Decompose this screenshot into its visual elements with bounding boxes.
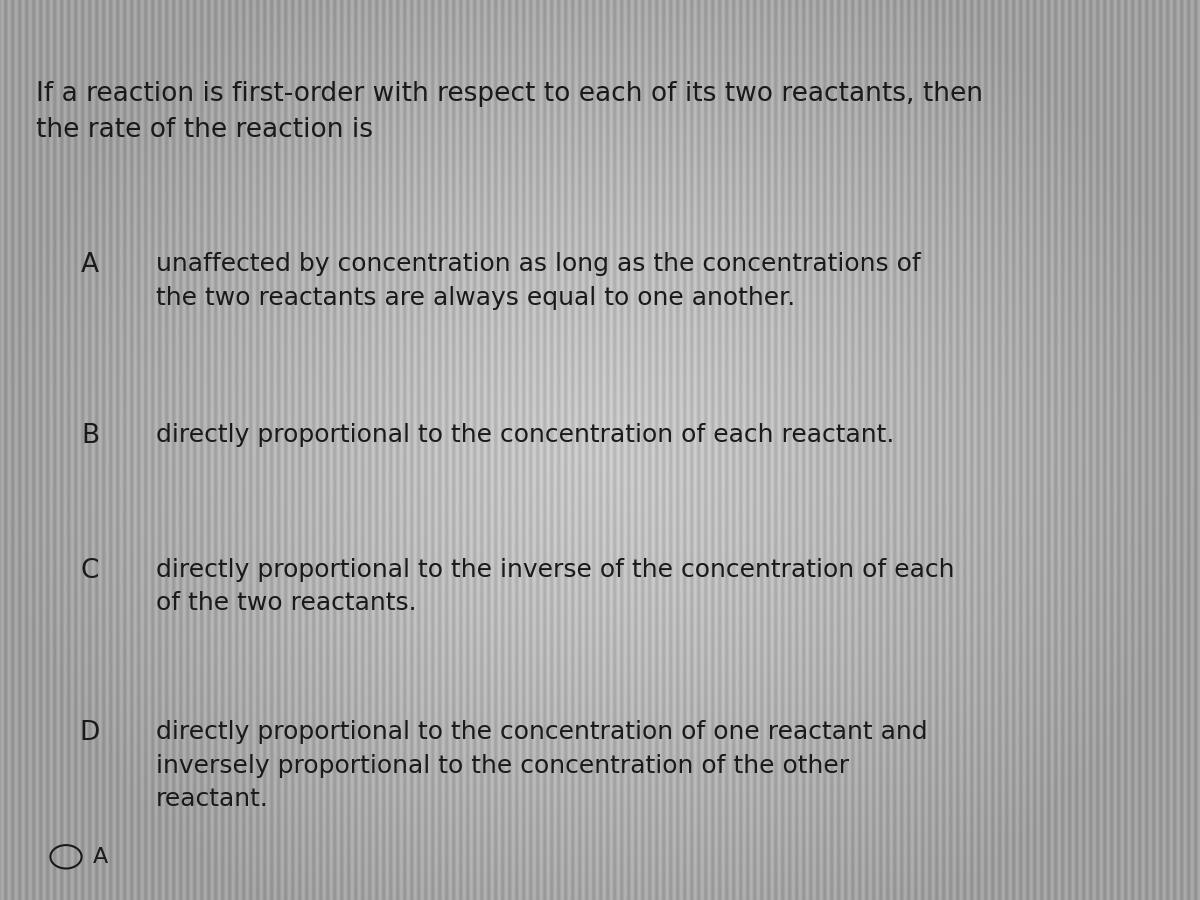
Text: directly proportional to the concentration of one reactant and
inversely proport: directly proportional to the concentrati…: [156, 720, 928, 811]
Text: B: B: [80, 423, 100, 449]
Text: directly proportional to the inverse of the concentration of each
of the two rea: directly proportional to the inverse of …: [156, 558, 954, 616]
Text: directly proportional to the concentration of each reactant.: directly proportional to the concentrati…: [156, 423, 894, 447]
Text: C: C: [80, 558, 100, 584]
Text: A: A: [92, 847, 108, 867]
Text: A: A: [82, 252, 98, 278]
Text: D: D: [80, 720, 100, 746]
Text: If a reaction is first-order with respect to each of its two reactants, then
the: If a reaction is first-order with respec…: [36, 81, 983, 143]
Text: unaffected by concentration as long as the concentrations of
the two reactants a: unaffected by concentration as long as t…: [156, 252, 920, 310]
